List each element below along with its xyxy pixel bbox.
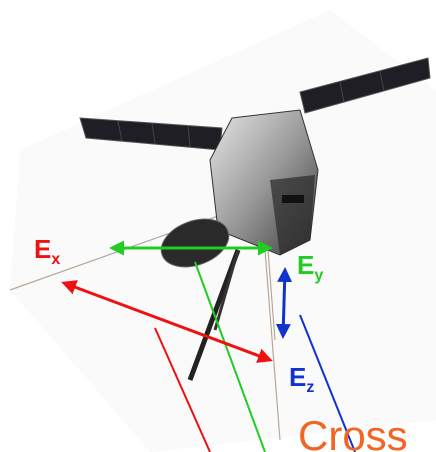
diagram: Ex Ey Ez Cross — [0, 0, 436, 452]
label-main: E — [289, 362, 306, 392]
label-sub: z — [306, 379, 314, 396]
arrow-ez — [283, 270, 285, 336]
label-sub: x — [51, 251, 60, 268]
caption: Cross — [298, 412, 408, 452]
label-main: E — [297, 250, 314, 280]
label-sub: y — [314, 267, 323, 284]
port — [282, 195, 304, 203]
label-main: E — [34, 234, 51, 264]
